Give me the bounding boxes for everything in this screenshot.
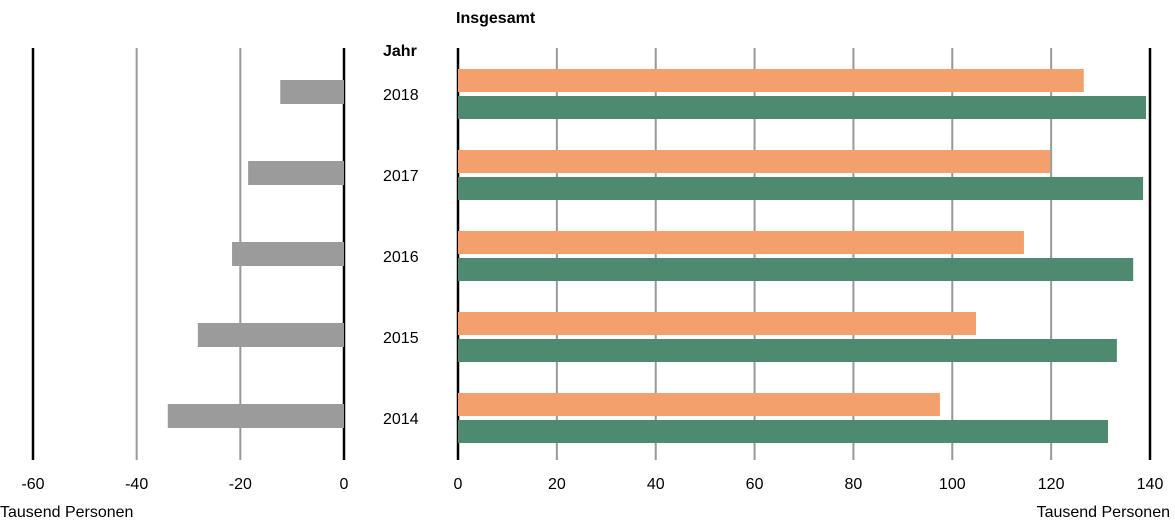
bar xyxy=(280,80,344,104)
y-tick-label: 2014 xyxy=(383,411,419,428)
x-tick-label: 120 xyxy=(1038,476,1065,493)
bar xyxy=(458,69,1084,92)
x-tick-label: -20 xyxy=(229,476,252,493)
bar xyxy=(248,161,344,185)
bar xyxy=(458,420,1108,443)
bar xyxy=(458,231,1024,254)
x-tick-label: 0 xyxy=(340,476,349,493)
bar xyxy=(458,339,1117,362)
chart-title: Insgesamt xyxy=(456,10,536,27)
bar xyxy=(167,404,344,428)
x-tick-label: -40 xyxy=(125,476,148,493)
x-tick-label: 0 xyxy=(454,476,463,493)
bar xyxy=(458,393,940,416)
bar xyxy=(458,96,1147,119)
axis-label: Jahr xyxy=(383,43,417,60)
x-tick-label: 140 xyxy=(1137,476,1164,493)
x-axis-label: Tausend Personen xyxy=(0,504,133,521)
bar xyxy=(458,258,1134,281)
bar xyxy=(458,312,977,335)
x-axis-label: Tausend Personen xyxy=(1037,504,1170,521)
bar xyxy=(458,177,1144,200)
y-tick-label: 2018 xyxy=(383,87,419,104)
y-tick-label: 2017 xyxy=(383,168,419,185)
x-tick-label: 60 xyxy=(746,476,764,493)
x-tick-label: 80 xyxy=(845,476,863,493)
bar xyxy=(458,150,1051,173)
x-tick-label: -60 xyxy=(21,476,44,493)
x-tick-label: 40 xyxy=(647,476,665,493)
bar xyxy=(197,323,344,347)
y-tick-label: 2016 xyxy=(383,249,419,266)
x-tick-label: 100 xyxy=(939,476,966,493)
y-tick-label: 2015 xyxy=(383,330,419,347)
x-tick-label: 20 xyxy=(548,476,566,493)
bar xyxy=(232,242,344,266)
